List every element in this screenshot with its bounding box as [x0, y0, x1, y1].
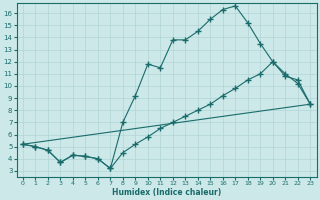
- X-axis label: Humidex (Indice chaleur): Humidex (Indice chaleur): [112, 188, 221, 197]
